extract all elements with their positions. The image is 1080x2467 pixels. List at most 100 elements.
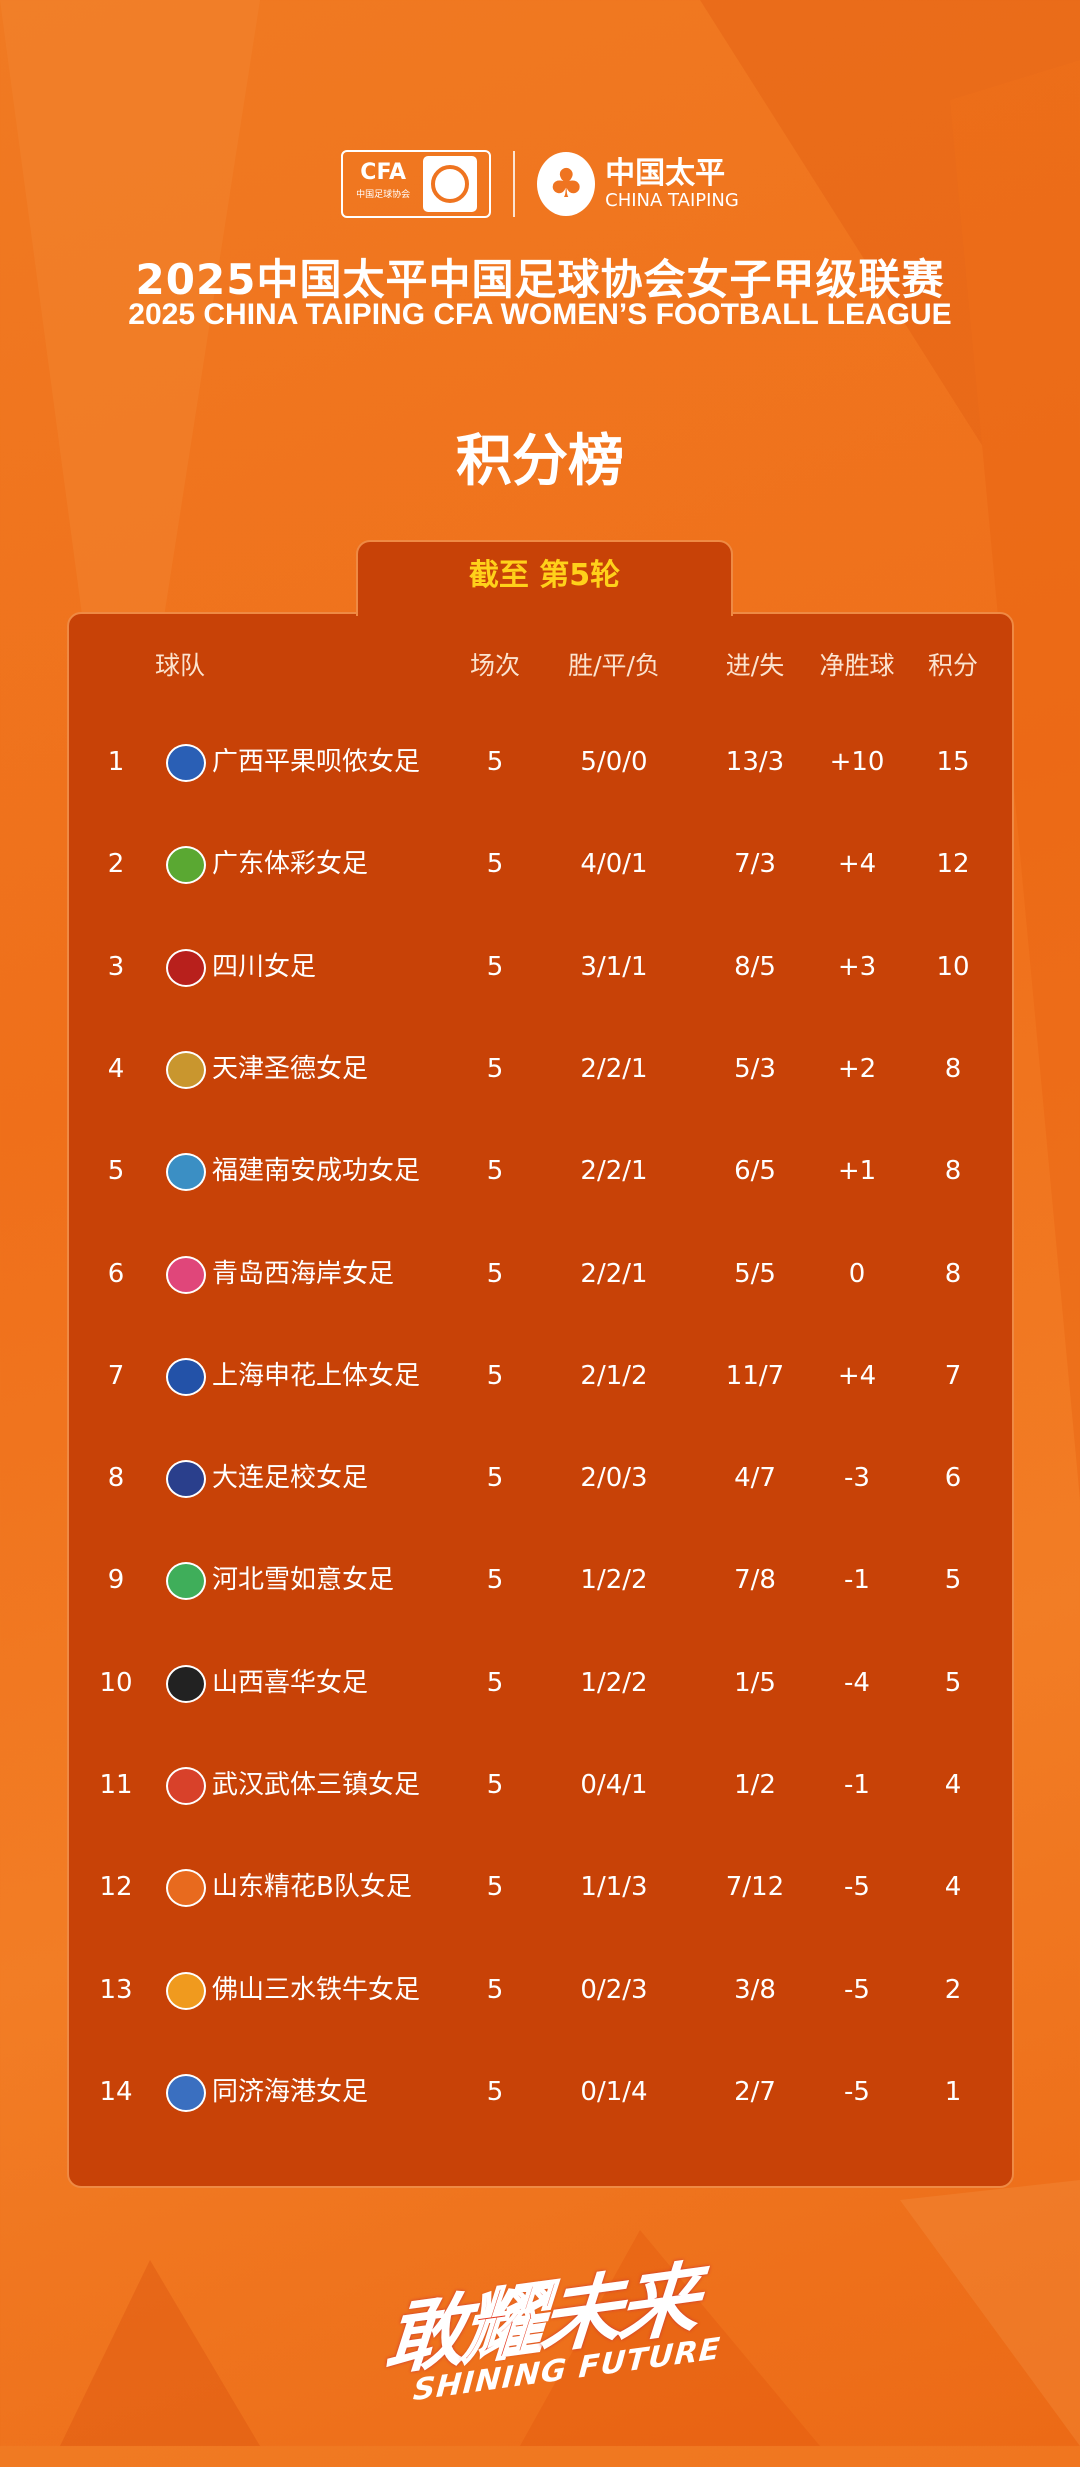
goal-difference: -1 <box>844 1565 870 1596</box>
table-row: 13 佛山三水铁牛女足 5 0/2/3 3/8 -5 2 <box>69 1960 1012 2020</box>
goal-difference: +4 <box>837 1360 877 1391</box>
goal-difference: -5 <box>844 1974 870 2005</box>
goal-difference: -4 <box>844 1667 870 1698</box>
team-name: 广东体彩女足 <box>212 849 369 880</box>
col-points: 积分 <box>927 651 978 680</box>
team-name: 天津圣德女足 <box>212 1053 369 1084</box>
sponsor-name-en: CHINA TAIPING <box>605 190 739 211</box>
goal-difference: -5 <box>844 1872 870 1903</box>
team-badge-icon <box>166 846 206 885</box>
win-draw-loss: 2/0/3 <box>580 1463 648 1494</box>
goals-for-against: 8/5 <box>734 951 776 982</box>
goal-difference: -3 <box>844 1463 870 1494</box>
table-row: 8 大连足校女足 5 2/0/3 4/7 -3 6 <box>69 1448 1012 1508</box>
points: 5 <box>944 1667 962 1698</box>
team-badge-icon <box>166 1050 206 1089</box>
team-badge-icon <box>166 1153 206 1192</box>
round-tab: 截至 第5轮 <box>356 540 733 616</box>
goal-difference: +2 <box>837 1053 877 1084</box>
played: 5 <box>486 1360 504 1391</box>
team-name: 四川女足 <box>212 951 317 982</box>
col-goals: 进/失 <box>725 651 785 680</box>
points: 8 <box>944 1258 962 1289</box>
win-draw-loss: 2/2/1 <box>580 1156 648 1187</box>
goals-for-against: 13/3 <box>725 747 785 777</box>
rank: 5 <box>107 1156 125 1187</box>
table-row: 2 广东体彩女足 5 4/0/1 7/3 +4 12 <box>69 834 1012 894</box>
played: 5 <box>486 1053 504 1084</box>
team-name: 山东精花B队女足 <box>212 1872 412 1903</box>
team-name: 青岛西海岸女足 <box>212 1258 395 1289</box>
rank: 4 <box>107 1053 125 1084</box>
win-draw-loss: 1/2/2 <box>580 1565 648 1596</box>
team-badge-icon <box>166 1460 206 1499</box>
played: 5 <box>486 1258 504 1289</box>
league-title-en: 2025 CHINA TAIPING CFA WOMEN’S FOOTBALL … <box>128 298 952 331</box>
league-title-cn: 2025中国太平中国足球协会女子甲级联赛 <box>135 255 945 304</box>
goals-for-against: 5/5 <box>734 1258 776 1289</box>
goal-difference: +3 <box>837 951 877 982</box>
table-row: 1 广西平果呗侬女足 5 5/0/0 13/3 +10 15 <box>69 732 1012 792</box>
table-row: 12 山东精花B队女足 5 1/1/3 7/12 -5 4 <box>69 1857 1012 1917</box>
rank: 1 <box>107 747 125 777</box>
goals-for-against: 7/8 <box>734 1565 776 1596</box>
table-row: 9 河北雪如意女足 5 1/2/2 7/8 -1 5 <box>69 1550 1012 1610</box>
win-draw-loss: 0/1/4 <box>580 2076 648 2107</box>
table-row: 6 青岛西海岸女足 5 2/2/1 5/5 0 8 <box>69 1244 1012 1304</box>
table-row: 14 同济海港女足 5 0/1/4 2/7 -5 1 <box>69 2062 1012 2122</box>
cfa-logo: CFA 中国足球协会 <box>341 150 492 218</box>
team-name: 山西喜华女足 <box>212 1667 369 1698</box>
sponsor-name-cn: 中国太平 <box>605 156 726 191</box>
team-badge-icon <box>166 1664 206 1703</box>
goals-for-against: 1/2 <box>734 1770 776 1800</box>
win-draw-loss: 1/1/3 <box>580 1872 648 1903</box>
team-badge-icon <box>166 1971 206 2010</box>
rank: 3 <box>107 951 125 982</box>
goals-for-against: 7/3 <box>734 849 776 880</box>
table-row: 7 上海申花上体女足 5 2/1/2 11/7 +4 7 <box>69 1346 1012 1406</box>
points: 4 <box>944 1872 962 1903</box>
played: 5 <box>486 1156 504 1187</box>
goals-for-against: 6/5 <box>734 1156 776 1187</box>
win-draw-loss: 1/2/2 <box>580 1667 648 1698</box>
team-name: 上海申花上体女足 <box>212 1360 421 1391</box>
points: 6 <box>944 1463 962 1494</box>
tree-icon: ♣ <box>537 152 596 216</box>
rank: 12 <box>99 1872 133 1903</box>
points: 12 <box>936 849 970 880</box>
points: 10 <box>936 951 970 982</box>
page-title: 积分榜 <box>456 429 624 494</box>
played: 5 <box>486 2076 504 2107</box>
points: 2 <box>944 1974 962 2005</box>
win-draw-loss: 0/2/3 <box>580 1974 648 2005</box>
goals-for-against: 11/7 <box>725 1360 785 1391</box>
team-name: 大连足校女足 <box>212 1463 369 1494</box>
points: 7 <box>944 1360 962 1391</box>
header-logos: CFA 中国足球协会 ♣ 中国太平 CHINA TAIPING <box>0 150 1080 218</box>
points: 15 <box>936 747 970 777</box>
team-name: 河北雪如意女足 <box>212 1565 395 1596</box>
team-name: 广西平果呗侬女足 <box>212 747 421 777</box>
played: 5 <box>486 1872 504 1903</box>
rank: 8 <box>107 1463 125 1494</box>
team-badge-icon <box>166 1562 206 1601</box>
cfa-logo-text: CFA <box>360 160 406 185</box>
team-name: 同济海港女足 <box>212 2076 369 2107</box>
table-row: 5 福建南安成功女足 5 2/2/1 6/5 +1 8 <box>69 1141 1012 1201</box>
cfa-emblem-icon <box>423 156 478 212</box>
goal-difference: +4 <box>837 849 877 880</box>
rank: 14 <box>99 2076 133 2107</box>
rank: 10 <box>99 1667 133 1698</box>
win-draw-loss: 2/2/1 <box>580 1258 648 1289</box>
win-draw-loss: 2/2/1 <box>580 1053 648 1084</box>
win-draw-loss: 0/4/1 <box>580 1770 648 1800</box>
team-badge-icon <box>166 1869 206 1908</box>
team-badge-icon <box>166 744 206 782</box>
win-draw-loss: 2/1/2 <box>580 1360 648 1391</box>
rank: 9 <box>107 1565 125 1596</box>
col-team: 球队 <box>155 651 206 680</box>
standings-table: 球队 场次 胜/平/负 进/失 净胜球 积分 1 广西平果呗侬女足 5 5/0/0 13… <box>67 612 1014 2188</box>
played: 5 <box>486 1565 504 1596</box>
win-draw-loss: 3/1/1 <box>580 951 648 982</box>
played: 5 <box>486 951 504 982</box>
